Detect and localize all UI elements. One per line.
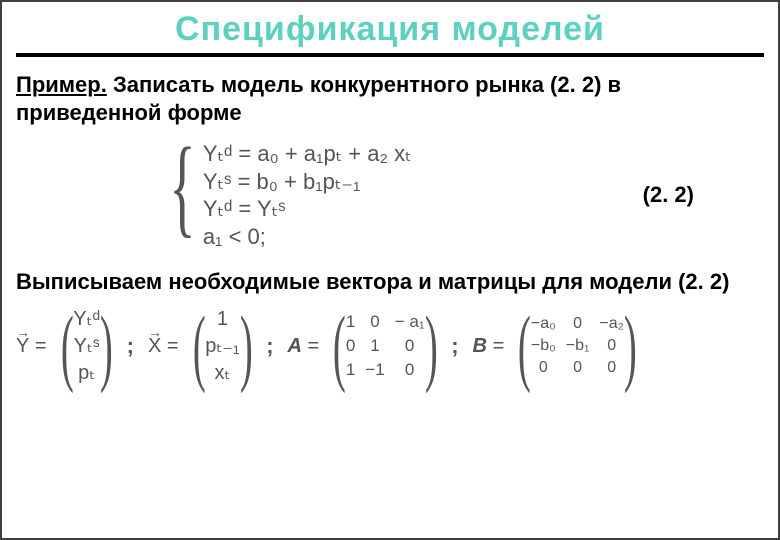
paragraph-2: Выписываем необходимые вектора и матрицы… (16, 268, 764, 296)
X-vector: ( 1 pₜ₋₁ xₜ ) (193, 306, 253, 387)
para1-text: Записать модель конкурентного рынка (2. … (16, 72, 621, 125)
Y-row-0: Yₜᵈ (73, 306, 100, 333)
paragraph-1: Пример. Записать модель конкурентного ры… (16, 71, 764, 126)
Y-vector: ( Yₜᵈ Yₜˢ pₜ ) (61, 306, 113, 387)
left-brace: { (169, 136, 195, 254)
sys-line-1: Yₜᵈ = a₀ + a₁pₜ + a₂ xₜ (203, 140, 412, 168)
sep-2: ; (266, 333, 273, 359)
A-matrix: ( 10− a₁ 010 1−10 ) (333, 311, 437, 381)
sys-line-3: Yₜᵈ = Yₜˢ (203, 195, 412, 223)
title-rule (16, 53, 764, 57)
equation-system-row: { Yₜᵈ = a₀ + a₁pₜ + a₂ xₜ Yₜˢ = b₀ + b₁p… (16, 136, 764, 254)
B-symbol: B (473, 335, 487, 357)
example-label: Пример. (16, 72, 107, 97)
Y-row-2: pₜ (73, 360, 100, 387)
B-lhs: B = (473, 335, 505, 358)
A-symbol: A (288, 335, 302, 357)
sep-3: ; (451, 333, 458, 359)
brace-system: { Yₜᵈ = a₀ + a₁pₜ + a₂ xₜ Yₜˢ = b₀ + b₁p… (156, 136, 412, 254)
X-row-2: xₜ (205, 360, 239, 387)
sys-line-4: a₁ < 0; (203, 223, 412, 251)
X-row-0: 1 (205, 306, 239, 333)
A-lhs: A = (288, 335, 320, 358)
sep-1: ; (127, 333, 134, 359)
equation-number: (2. 2) (643, 182, 694, 208)
system-lines: Yₜᵈ = a₀ + a₁pₜ + a₂ xₜ Yₜˢ = b₀ + b₁pₜ₋… (203, 136, 412, 254)
B-matrix: ( −a₀0−a₂ −b₀−b₁0 000 ) (518, 311, 636, 381)
slide-title: Спецификация моделей (16, 10, 764, 49)
vectors-matrices-row: →Y = ( Yₜᵈ Yₜˢ pₜ ) ; →X = ( 1 pₜ₋₁ xₜ ) (16, 306, 764, 387)
sys-line-2: Yₜˢ = b₀ + b₁pₜ₋₁ (203, 168, 412, 196)
Y-row-1: Yₜˢ (73, 333, 100, 360)
X-row-1: pₜ₋₁ (205, 333, 239, 360)
Y-lhs: →Y = (16, 335, 47, 358)
X-lhs: →X = (148, 335, 179, 358)
slide-frame: Спецификация моделей Пример. Записать мо… (0, 0, 780, 540)
